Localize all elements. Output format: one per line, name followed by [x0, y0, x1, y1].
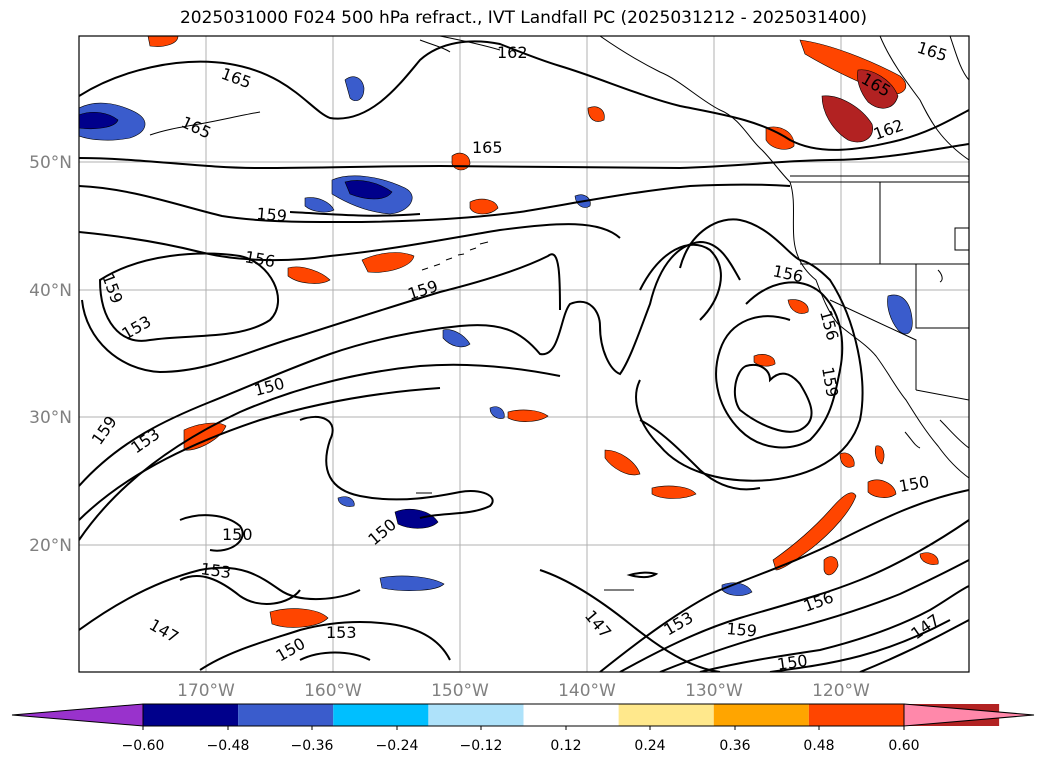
colorbar-ticks [142, 726, 905, 730]
colorbar: −0.60 −0.48 −0.36 −0.24 −0.12 0.12 0.24 … [11, 703, 1035, 754]
colorbar-label: 0.24 [634, 738, 665, 754]
contour-label: 153 [199, 559, 232, 582]
map-area: 165 162 165 165 165 165 162 159 159 156 … [79, 36, 969, 674]
lon-label: 170°W [177, 681, 235, 701]
lon-label: 150°W [431, 681, 489, 701]
colorbar-label: 0.60 [888, 738, 919, 754]
contour-label: 150 [776, 651, 809, 674]
colorbar-segment [143, 704, 239, 726]
colorbar-segment [523, 704, 619, 726]
colorbar-label: −0.48 [207, 738, 250, 754]
colorbar-segment [238, 704, 334, 726]
lon-label: 140°W [558, 681, 616, 701]
colorbar-label: 0.36 [719, 738, 750, 754]
colorbar-segment [618, 704, 714, 726]
map-title: 2025031000 F024 500 hPa refract., IVT La… [179, 8, 867, 28]
lat-label: 40°N [29, 281, 72, 301]
lon-label: 160°W [304, 681, 362, 701]
latitude-labels: 50°N 40°N 30°N 20°N [29, 153, 72, 556]
colorbar-segment [428, 704, 524, 726]
lat-label: 50°N [29, 153, 72, 173]
lon-label: 130°W [685, 681, 743, 701]
colorbar-label: 0.12 [550, 738, 581, 754]
lat-label: 20°N [29, 536, 72, 556]
colorbar-labels: −0.60 −0.48 −0.36 −0.24 −0.12 0.12 0.24 … [122, 738, 920, 754]
refractivity-contours [79, 40, 969, 672]
colorbar-segment [808, 704, 904, 726]
colorbar-label: −0.60 [122, 738, 165, 754]
lon-label: 120°W [812, 681, 870, 701]
contour-label: 159 [726, 619, 758, 641]
colorbar-label: 0.48 [803, 738, 834, 754]
contour-label: 150 [222, 525, 253, 544]
colorbar-segments [11, 703, 1035, 727]
lat-label: 30°N [29, 408, 72, 428]
colorbar-segment [713, 704, 809, 726]
colorbar-outline [142, 703, 905, 727]
colorbar-extend-min [11, 703, 144, 727]
colorbar-segment [333, 704, 429, 726]
map-frame [78, 35, 970, 673]
colorbar-label: −0.36 [291, 738, 334, 754]
contour-label: 162 [497, 43, 528, 62]
longitude-labels: 170°W 160°W 150°W 140°W 130°W 120°W [177, 681, 870, 701]
colorbar-label: −0.12 [460, 738, 503, 754]
contour-label: 165 [472, 138, 503, 157]
colorbar-label: −0.24 [376, 738, 419, 754]
contour-label: 153 [326, 623, 357, 642]
contour-label: 159 [256, 204, 288, 226]
